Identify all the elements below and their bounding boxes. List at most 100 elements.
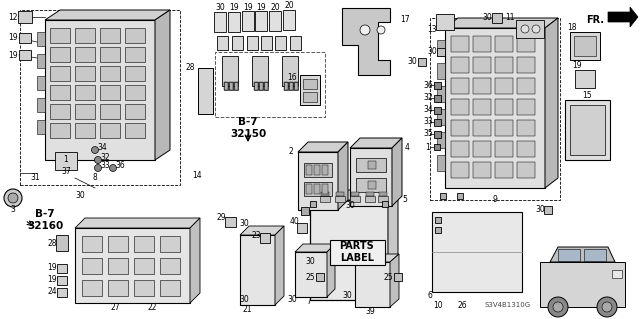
Bar <box>330 240 385 265</box>
Bar <box>37 120 45 134</box>
Text: 30: 30 <box>239 219 249 228</box>
Text: 6: 6 <box>428 292 433 300</box>
Bar <box>314 184 320 194</box>
Bar <box>225 217 236 227</box>
Text: 28: 28 <box>47 239 57 248</box>
Text: 40: 40 <box>290 218 300 226</box>
Text: 17: 17 <box>400 16 410 25</box>
Bar <box>50 66 70 81</box>
Circle shape <box>4 189 22 207</box>
Circle shape <box>8 193 18 203</box>
Polygon shape <box>295 244 335 252</box>
Text: 19: 19 <box>47 263 57 272</box>
Text: 30: 30 <box>239 295 249 305</box>
Bar <box>254 82 258 90</box>
Bar <box>57 276 67 285</box>
Bar <box>252 56 268 86</box>
Circle shape <box>597 297 617 317</box>
Bar <box>289 82 293 90</box>
Text: 36: 36 <box>423 80 433 90</box>
Bar <box>517 120 535 136</box>
Bar <box>495 120 513 136</box>
Text: 24: 24 <box>47 287 57 296</box>
Bar <box>275 36 285 50</box>
Bar <box>294 82 298 90</box>
Bar <box>37 98 45 112</box>
Bar <box>215 52 325 117</box>
Text: 7: 7 <box>307 298 312 307</box>
Text: 12: 12 <box>8 12 18 21</box>
Polygon shape <box>75 218 200 228</box>
Text: 36: 36 <box>115 161 125 170</box>
Text: 25: 25 <box>383 272 393 281</box>
Bar <box>240 235 275 305</box>
Bar <box>335 196 345 202</box>
Bar <box>570 32 600 60</box>
Text: 30: 30 <box>345 201 355 210</box>
Bar <box>437 63 445 79</box>
Bar <box>125 47 145 62</box>
Bar <box>50 28 70 43</box>
Bar <box>50 104 70 119</box>
Bar <box>294 82 298 90</box>
Polygon shape <box>388 190 398 300</box>
Text: 18: 18 <box>567 24 577 33</box>
Bar <box>75 123 95 138</box>
Bar <box>433 118 440 125</box>
Bar <box>134 236 154 252</box>
Bar <box>260 233 270 243</box>
Bar <box>108 280 128 296</box>
Bar <box>433 130 440 137</box>
Text: 10: 10 <box>433 300 443 309</box>
Circle shape <box>553 302 563 312</box>
Text: 19: 19 <box>229 4 239 12</box>
Polygon shape <box>355 254 399 262</box>
Bar <box>356 178 386 192</box>
Circle shape <box>532 25 540 33</box>
Text: 20: 20 <box>284 2 294 11</box>
Text: 19: 19 <box>8 33 18 42</box>
Bar <box>437 155 445 171</box>
Bar <box>517 57 535 73</box>
Bar <box>306 184 312 194</box>
Bar <box>297 223 307 233</box>
Bar <box>303 92 317 102</box>
Bar <box>19 33 31 43</box>
Polygon shape <box>45 10 170 20</box>
Polygon shape <box>445 18 558 28</box>
Bar <box>368 161 376 169</box>
Circle shape <box>95 165 102 172</box>
Bar <box>269 11 281 31</box>
Bar <box>229 82 233 90</box>
Polygon shape <box>338 142 348 210</box>
Text: 1: 1 <box>426 143 430 152</box>
Bar <box>517 36 535 52</box>
Circle shape <box>602 302 612 312</box>
Polygon shape <box>545 18 558 188</box>
Bar <box>435 227 441 233</box>
Text: 33: 33 <box>100 161 110 170</box>
Bar <box>492 13 502 23</box>
Bar <box>437 86 445 102</box>
Bar <box>451 99 469 115</box>
Bar <box>322 184 328 194</box>
Text: B-7
32150: B-7 32150 <box>230 117 266 139</box>
Text: 3: 3 <box>11 205 15 214</box>
Bar <box>322 165 328 175</box>
Bar <box>283 10 295 30</box>
Bar <box>125 104 145 119</box>
Bar <box>50 47 70 62</box>
Text: 19: 19 <box>47 276 57 285</box>
Bar <box>495 162 513 178</box>
Bar <box>45 20 155 160</box>
Bar <box>125 28 145 43</box>
Text: 19: 19 <box>256 3 266 11</box>
Bar <box>82 258 102 274</box>
Text: 30: 30 <box>75 191 85 201</box>
Bar <box>379 192 387 196</box>
Bar <box>254 82 258 90</box>
Bar <box>495 99 513 115</box>
Bar <box>57 287 67 296</box>
Bar <box>517 141 535 157</box>
Text: 9: 9 <box>493 196 497 204</box>
